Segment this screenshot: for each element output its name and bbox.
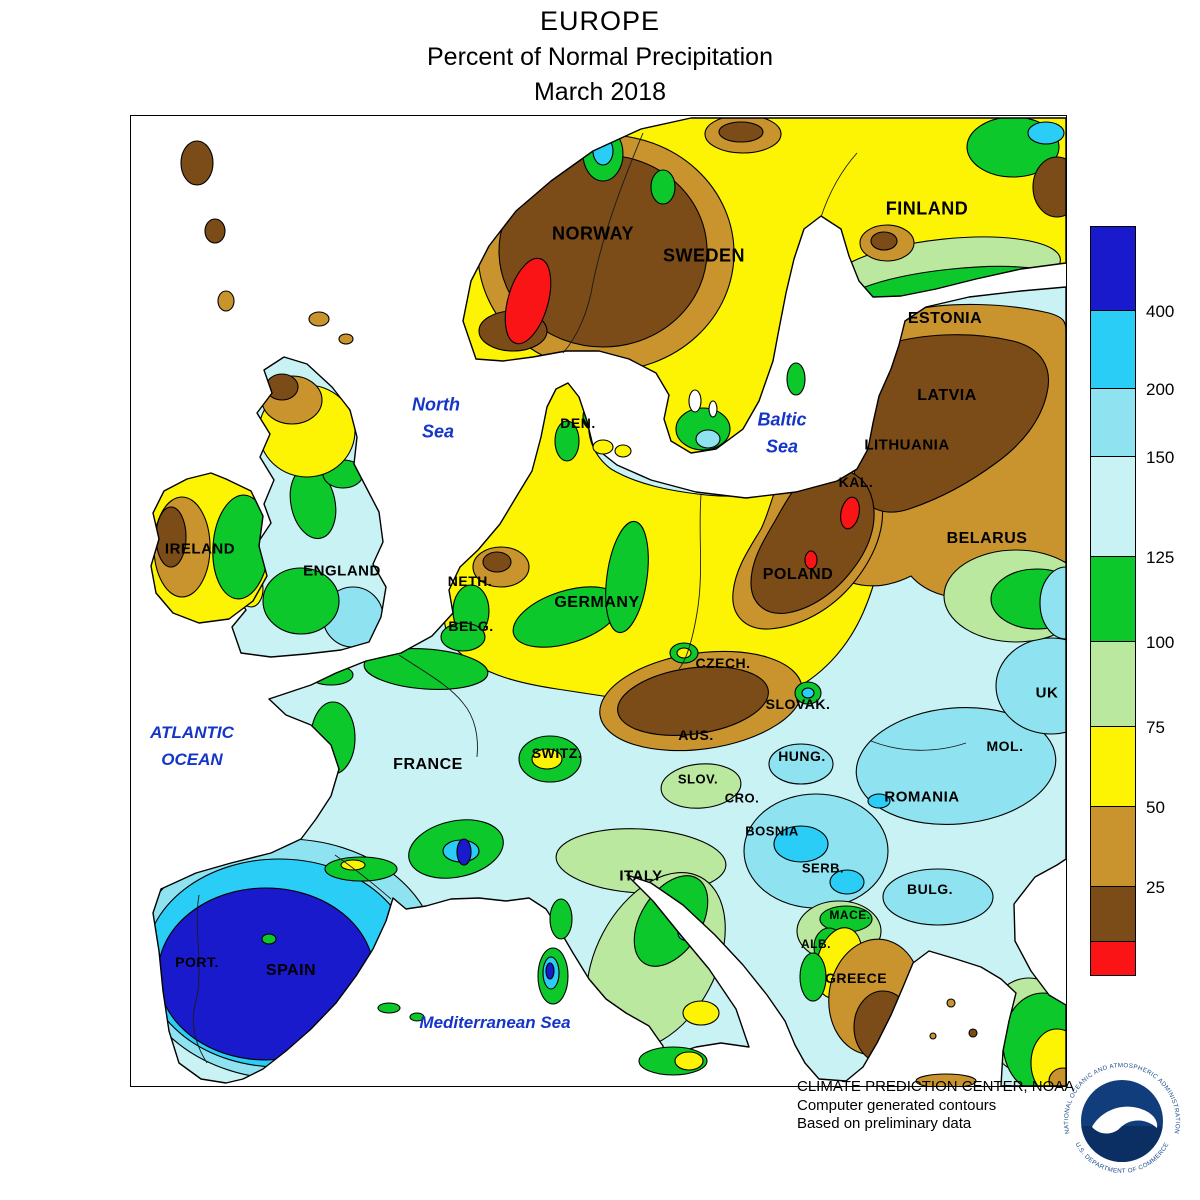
title-region: EUROPE bbox=[539, 6, 661, 36]
country-label-croatia: CRO. bbox=[724, 790, 760, 806]
country-borders bbox=[192, 132, 967, 1064]
country-label-estonia: ESTONIA bbox=[907, 310, 983, 327]
legend-value-label: 25 bbox=[1146, 878, 1165, 897]
country-label-norway: NORWAY bbox=[551, 223, 635, 244]
title-date: March 2018 bbox=[533, 78, 667, 106]
country-label-bosnia: BOSNIA bbox=[745, 823, 799, 839]
great-britain-landmass bbox=[231, 356, 387, 658]
country-label-czech: CZECH. bbox=[695, 655, 751, 671]
legend-color-block bbox=[1090, 942, 1136, 976]
country-label-ireland: IRELAND bbox=[164, 540, 236, 558]
attribution-note: Based on preliminary data bbox=[797, 1115, 972, 1132]
legend-color-block bbox=[1090, 807, 1136, 887]
country-label-spain: SPAIN bbox=[265, 962, 317, 979]
sea-label-ocean: OCEAN bbox=[161, 750, 223, 769]
legend-color-block bbox=[1090, 887, 1136, 942]
legend-color-block bbox=[1090, 226, 1136, 311]
country-label-poland: POLAND bbox=[762, 566, 834, 583]
country-label-kaliningrad: KAL. bbox=[838, 474, 874, 490]
islands-group bbox=[180, 140, 978, 1086]
noaa-seagull-icon bbox=[1092, 1106, 1158, 1134]
legend-value-label: 125 bbox=[1146, 548, 1175, 567]
legend-color-block bbox=[1090, 389, 1136, 457]
country-label-greece: GREECE bbox=[824, 970, 888, 986]
country-label-france: FRANCE bbox=[393, 756, 463, 773]
attribution-method: Computer generated contours bbox=[797, 1096, 997, 1114]
country-label-finland: FINLAND bbox=[885, 198, 969, 219]
continent-contours bbox=[153, 303, 1066, 1086]
attribution-source: CLIMATE PREDICTION CENTER, NOAA bbox=[797, 1078, 1075, 1095]
country-label-albania: ALB. bbox=[801, 937, 831, 951]
legend-value-label: 50 bbox=[1146, 798, 1165, 817]
title-subject: Percent of Normal Precipitation bbox=[427, 43, 773, 71]
country-label-germany: GERMANY bbox=[554, 594, 640, 611]
color-scale-legend: 400 200 150 125 100 75 50 25 bbox=[1090, 226, 1174, 976]
country-label-serbia: SERB. bbox=[801, 860, 845, 876]
country-label-lithuania: LITHUANIA bbox=[864, 436, 950, 454]
country-label-belarus: BELARUS bbox=[946, 530, 1028, 547]
country-label-denmark: DEN. bbox=[560, 415, 596, 431]
legend-color-block bbox=[1090, 311, 1136, 389]
country-label-italy: ITALY bbox=[619, 867, 663, 885]
country-label-austria: AUS. bbox=[678, 727, 714, 743]
sea-label-north-sea: Sea bbox=[421, 421, 455, 442]
country-label-england: ENGLAND bbox=[303, 562, 381, 580]
country-label-portugal: PORT. bbox=[175, 954, 219, 970]
noaa-logo: NATIONAL OCEANIC AND ATMOSPHERIC ADMINIS… bbox=[1063, 1062, 1180, 1175]
legend-color-block bbox=[1090, 557, 1136, 642]
map-area: NORWAY SWEDEN FINLAND ESTONIA LATVIA LIT… bbox=[130, 115, 1067, 1087]
legend-value-label: 150 bbox=[1146, 448, 1175, 467]
legend-value-label: 75 bbox=[1146, 718, 1165, 737]
country-label-ukraine: UK bbox=[1035, 684, 1059, 702]
continent-landmass bbox=[152, 286, 1066, 1086]
legend-color-block bbox=[1090, 457, 1136, 557]
legend-value-label: 400 bbox=[1146, 302, 1175, 321]
sea-label-atlantic: ATLANTIC bbox=[150, 723, 234, 742]
country-label-netherlands: NETH. bbox=[447, 573, 493, 589]
country-label-switzerland: SWITZ. bbox=[531, 745, 583, 761]
country-label-slovakia: SLOVAK. bbox=[765, 696, 831, 712]
legend-value-label: 100 bbox=[1146, 633, 1175, 652]
page-title: EUROPE Percent of Normal Precipitation M… bbox=[0, 6, 1200, 107]
legend-value-label: 200 bbox=[1146, 380, 1175, 399]
country-label-latvia: LATVIA bbox=[917, 387, 977, 404]
sea-label-north: North bbox=[412, 394, 460, 415]
sea-label-baltic-sea: Sea bbox=[765, 436, 799, 457]
legend-color-block bbox=[1090, 642, 1136, 727]
ireland-landmass bbox=[150, 472, 268, 624]
country-label-macedonia: MACE. bbox=[829, 908, 871, 922]
country-label-belgium: BELG. bbox=[448, 618, 494, 634]
sea-label-baltic: Baltic bbox=[757, 409, 807, 430]
country-label-bulgaria: BULG. bbox=[906, 881, 954, 897]
europe-map bbox=[150, 117, 1066, 1086]
legend-color-block bbox=[1090, 727, 1136, 807]
country-label-hungary: HUNG. bbox=[778, 748, 826, 764]
attribution: CLIMATE PREDICTION CENTER, NOAA Computer… bbox=[797, 1078, 1074, 1134]
country-label-slovenia: SLOV. bbox=[677, 771, 719, 787]
country-label-moldova: MOL. bbox=[986, 738, 1024, 754]
country-label-sweden: SWEDEN bbox=[662, 245, 746, 266]
noaa-logo-sea bbox=[1081, 1126, 1163, 1163]
sea-label-mediterranean: Mediterranean Sea bbox=[419, 1013, 571, 1032]
ireland-contours bbox=[153, 494, 267, 600]
country-label-romania: ROMANIA bbox=[884, 788, 960, 806]
